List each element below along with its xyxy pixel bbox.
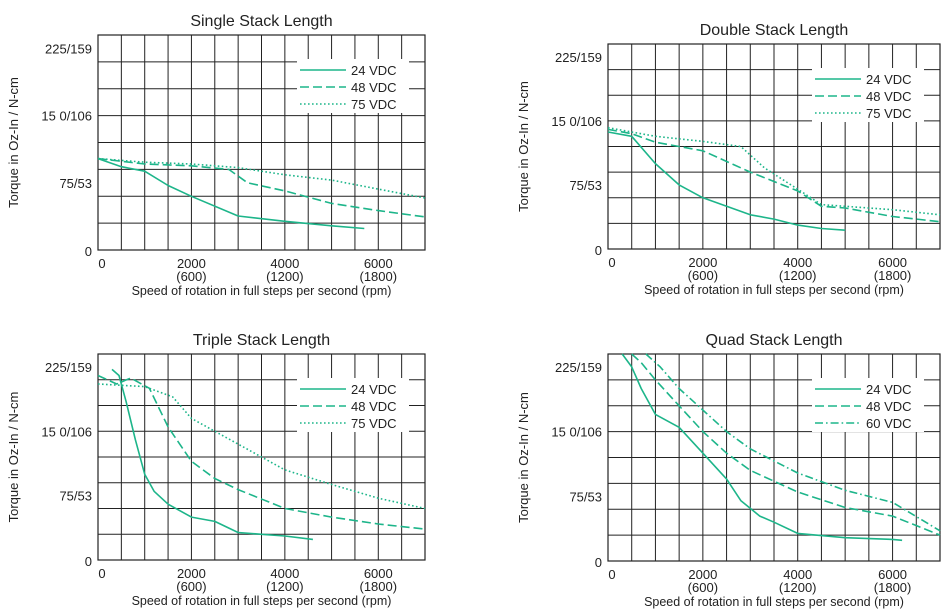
- y-tick-label: 15 0/106: [551, 425, 602, 440]
- legend-label: 24 VDC: [866, 72, 912, 87]
- legend: 24 VDC 48 VDC 75 VDC: [812, 68, 924, 122]
- y-tick-label: 75/53: [59, 176, 92, 191]
- legend-label: 48 VDC: [866, 89, 912, 104]
- x-tick-sublabel: (600): [688, 268, 718, 283]
- x-tick-sublabel: (1200): [266, 269, 304, 284]
- plot-frame: [97, 353, 426, 561]
- legend-label: 24 VDC: [351, 382, 397, 397]
- series-line-75-vdc: [97, 383, 426, 510]
- x-tick-sublabel: (1800): [874, 580, 912, 595]
- series-line-48-vdc: [631, 353, 941, 536]
- y-tick-label: 15 0/106: [41, 424, 92, 439]
- x-axis-label: Speed of rotation in full steps per seco…: [644, 283, 904, 297]
- y-tick-label: 225/159: [45, 360, 92, 375]
- chart-title: Single Stack Length: [190, 13, 332, 30]
- plot-frame: [97, 34, 426, 251]
- chart-quad-stack: Quad Stack Length Torque in Oz-In / N-cm 0…: [516, 332, 941, 609]
- x-tick-label: 6000: [364, 256, 393, 271]
- legend-label: 24 VDC: [351, 63, 397, 78]
- x-tick-sublabel: (1200): [266, 579, 304, 594]
- x-tick-label: 0: [608, 255, 615, 270]
- x-axis-label: Speed of rotation in full steps per seco…: [132, 284, 392, 298]
- x-tick-sublabel: (1800): [359, 269, 397, 284]
- x-tick-label: 2000: [688, 255, 717, 270]
- x-tick-label: 4000: [270, 566, 299, 581]
- x-tick-sublabel: (600): [176, 579, 206, 594]
- grid-lines: [98, 354, 425, 560]
- chart-title: Triple Stack Length: [193, 332, 330, 349]
- series-line-24-vdc: [621, 353, 903, 542]
- y-tick-label: 0: [85, 244, 92, 259]
- chart-single-stack: Single Stack Length Torque in Oz-In / N-c…: [6, 13, 426, 298]
- x-tick-sublabel: (1800): [359, 579, 397, 594]
- x-tick-label: 4000: [783, 567, 812, 582]
- chart-triple-stack: Triple Stack Length Torque in Oz-In / N-c…: [6, 332, 426, 608]
- x-tick-label: 0: [98, 566, 105, 581]
- x-tick-sublabel: (1200): [779, 580, 817, 595]
- x-tick-label: 2000: [177, 566, 206, 581]
- series-line-75-vdc: [97, 157, 426, 199]
- legend-background: [297, 59, 409, 113]
- chart-title: Double Stack Length: [700, 22, 849, 39]
- legend-label: 48 VDC: [351, 80, 397, 95]
- x-tick-sublabel: (600): [176, 269, 206, 284]
- legend-label: 75 VDC: [351, 416, 397, 431]
- x-tick-label: 0: [608, 567, 615, 582]
- series-line-48-vdc: [97, 374, 426, 530]
- legend-background: [812, 68, 924, 122]
- x-tick-label: 0: [98, 256, 105, 271]
- series-line-24-vdc: [111, 368, 313, 541]
- y-tick-label: 75/53: [569, 489, 602, 504]
- series-line-75-vdc: [607, 126, 941, 216]
- y-tick-label: 75/53: [569, 178, 602, 193]
- x-tick-label: 2000: [177, 256, 206, 271]
- y-tick-label: 0: [595, 243, 602, 258]
- x-tick-sublabel: (1200): [779, 268, 817, 283]
- legend: 24 VDC 48 VDC 60 VDC: [812, 378, 924, 432]
- x-tick-label: 2000: [688, 567, 717, 582]
- x-tick-sublabel: (1800): [874, 268, 912, 283]
- y-tick-label: 15 0/106: [41, 109, 92, 124]
- chart-title: Quad Stack Length: [706, 332, 843, 349]
- y-tick-label: 225/159: [555, 50, 602, 65]
- legend-label: 75 VDC: [351, 97, 397, 112]
- y-axis-label: Torque in Oz-In / N-cm: [6, 77, 21, 208]
- x-tick-label: 6000: [878, 255, 907, 270]
- chart-double-stack: Double Stack Length Torque in Oz-In / N-c…: [516, 22, 941, 297]
- series-line-24-vdc: [97, 157, 365, 230]
- y-axis-label: Torque in Oz-In / N-cm: [516, 81, 531, 212]
- legend: 24 VDC 48 VDC 75 VDC: [297, 378, 409, 432]
- legend-label: 24 VDC: [866, 382, 912, 397]
- series-line-48-vdc: [607, 128, 941, 223]
- x-axis-label: Speed of rotation in full steps per seco…: [644, 595, 904, 609]
- plot-frame: [607, 353, 941, 562]
- legend: 24 VDC 48 VDC 75 VDC: [297, 59, 409, 113]
- x-tick-label: 6000: [878, 567, 907, 582]
- x-tick-label: 4000: [783, 255, 812, 270]
- plot-frame: [607, 43, 941, 250]
- y-axis-label: Torque in Oz-In / N-cm: [6, 392, 21, 523]
- y-tick-label: 0: [595, 555, 602, 570]
- x-axis-label: Speed of rotation in full steps per seco…: [132, 594, 392, 608]
- series-line-24-vdc: [607, 131, 846, 231]
- y-tick-label: 75/53: [59, 489, 92, 504]
- y-tick-label: 225/159: [45, 41, 92, 56]
- y-tick-label: 0: [85, 554, 92, 569]
- legend-label: 60 VDC: [866, 416, 912, 431]
- legend-label: 48 VDC: [351, 399, 397, 414]
- y-tick-label: 225/159: [555, 360, 602, 375]
- x-tick-label: 6000: [364, 566, 393, 581]
- x-tick-sublabel: (600): [688, 580, 718, 595]
- legend-label: 75 VDC: [866, 106, 912, 121]
- x-tick-label: 4000: [270, 256, 299, 271]
- y-tick-label: 15 0/106: [551, 114, 602, 129]
- legend-background: [297, 378, 409, 432]
- y-axis-label: Torque in Oz-In / N-cm: [516, 392, 531, 523]
- legend-label: 48 VDC: [866, 399, 912, 414]
- series-line-60-vdc: [645, 353, 941, 532]
